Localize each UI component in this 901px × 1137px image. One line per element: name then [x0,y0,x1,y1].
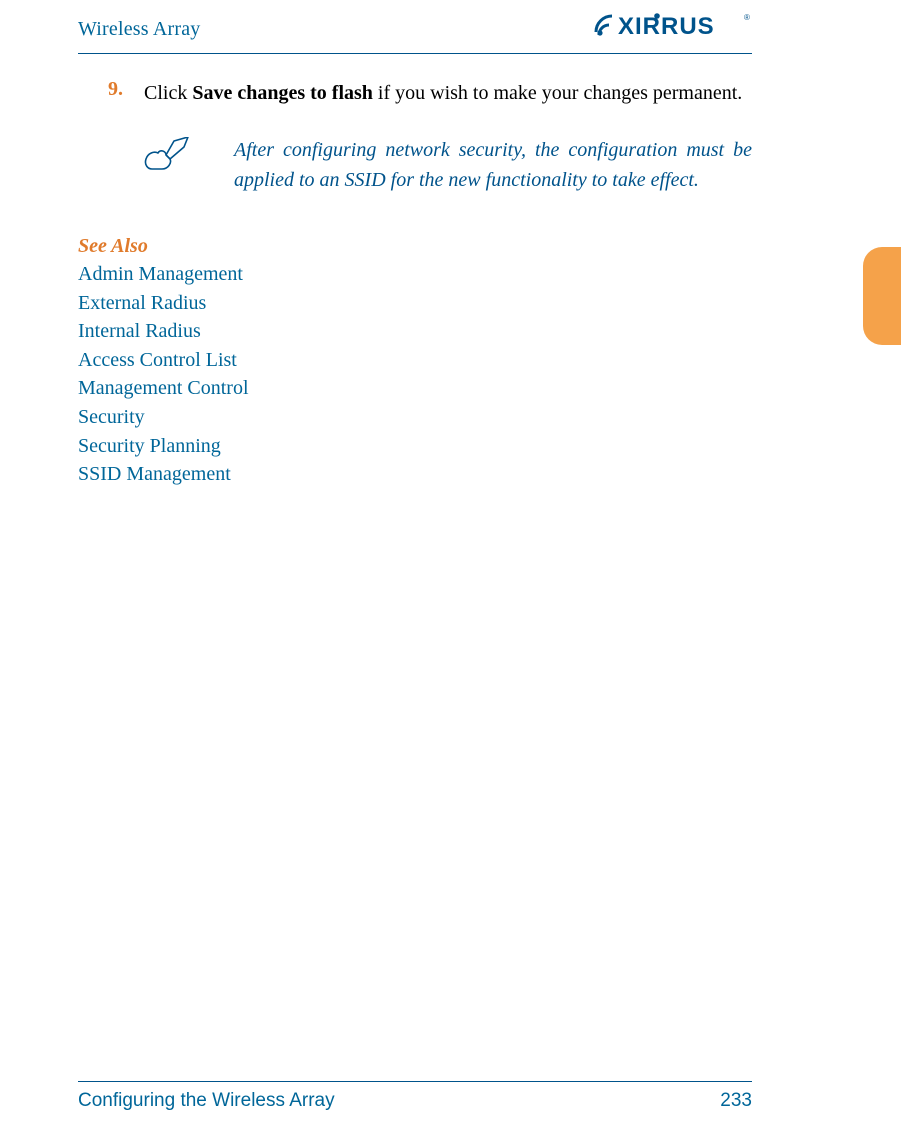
see-also-link[interactable]: Management Control [78,374,752,403]
note: After configuring network security, the … [144,135,752,195]
footer-section: Configuring the Wireless Array [78,1090,335,1112]
step-number: 9. [108,78,144,101]
see-also-list: Admin Management External Radius Interna… [78,260,752,489]
brand-logo: XIRRUS ® [594,12,752,42]
see-also: See Also Admin Management External Radiu… [78,235,752,489]
header-title: Wireless Array [78,18,201,40]
step-tail: if you wish to make your changes permane… [373,82,742,104]
see-also-link[interactable]: Internal Radius [78,317,752,346]
see-also-link[interactable]: External Radius [78,289,752,318]
step-text: Click Save changes to flash if you wish … [144,78,752,109]
see-also-link[interactable]: Access Control List [78,346,752,375]
content: 9. Click Save changes to flash if you wi… [78,48,752,489]
see-also-link[interactable]: Security [78,403,752,432]
footer: Configuring the Wireless Array 233 [78,1081,752,1112]
hand-writing-icon [144,135,234,176]
header: Wireless Array XIRRUS ® [78,18,752,48]
step-lead: Click [144,82,192,104]
footer-rule [78,1081,752,1082]
see-also-title: See Also [78,235,752,258]
side-tab [863,247,901,345]
step-item: 9. Click Save changes to flash if you wi… [108,78,752,109]
see-also-link[interactable]: Security Planning [78,432,752,461]
page: Wireless Array XIRRUS ® 9. Click Save ch… [78,18,752,1114]
logo-text: XIRRUS [618,13,715,40]
step-bold: Save changes to flash [192,82,373,104]
see-also-link[interactable]: SSID Management [78,460,752,489]
note-text: After configuring network security, the … [234,135,752,195]
see-also-link[interactable]: Admin Management [78,260,752,289]
page-number: 233 [720,1090,752,1112]
svg-text:®: ® [744,13,750,22]
